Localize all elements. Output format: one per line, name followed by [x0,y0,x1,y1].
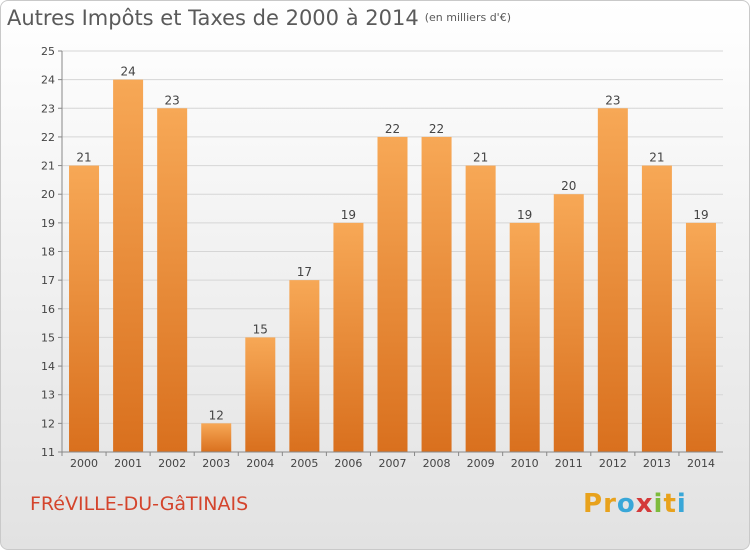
x-tick-label-2007: 2007 [379,457,407,470]
chart-unit: (en milliers d'€) [424,11,511,24]
bar-2002 [157,108,188,453]
x-tick-label-2003: 2003 [202,457,230,470]
y-tick-label: 11 [41,446,55,459]
bar-2013 [641,165,672,453]
x-tick-label-2013: 2013 [643,457,671,470]
y-tick-label: 24 [41,74,55,87]
y-tick-label: 16 [41,303,55,316]
bar-layer [69,79,716,453]
y-tick-label: 20 [41,188,55,201]
value-label-2000: 21 [76,151,91,165]
logo-letter: x [635,489,654,519]
bar-2014 [685,222,716,452]
axis-layer: 11 12 13 14 15 16 17 18 19 20 21 22 23 24 25 2000 2001 20… [41,45,723,470]
bar-2004 [245,337,276,452]
x-tick-label-2014: 2014 [687,457,715,470]
y-tick-label: 21 [41,160,55,173]
x-tick-label-2000: 2000 [70,457,98,470]
value-label-2008: 22 [429,122,444,136]
chart-title: Autres Impôts et Taxes de 2000 à 2014 (en… [7,6,511,30]
y-tick-label: 17 [41,274,55,287]
x-tick-label-2010: 2010 [511,457,539,470]
bar-2006 [333,222,364,452]
x-tick-label-2006: 2006 [334,457,362,470]
value-label-2003: 12 [209,408,224,422]
chart-title-text: Autres Impôts et Taxes de 2000 à 2014 [7,6,419,30]
town-name: FRéVILLE-DU-GâTINAIS [30,493,249,515]
value-label-2011: 20 [561,179,576,193]
bar-2001 [113,79,144,453]
bar-2010 [509,222,540,452]
label-layer: 21 24 23 12 15 17 19 22 22 21 19 20 23 21 19 [76,65,708,423]
x-tick-label-2012: 2012 [599,457,627,470]
bar-2011 [553,194,584,452]
y-tick-label: 12 [41,417,55,430]
value-label-2007: 22 [385,122,400,136]
value-label-2009: 21 [473,151,488,165]
logo-letter: r [603,489,617,519]
logo-letter: i [653,489,664,519]
x-tick-label-2011: 2011 [555,457,583,470]
bar-2012 [597,108,628,453]
bar-2003 [201,423,232,452]
value-label-2002: 23 [165,93,180,107]
bar-2000 [69,165,100,453]
proxiti-logo: Proxiti [583,489,687,519]
logo-letter: i [676,489,687,519]
x-tick-label-2001: 2001 [114,457,142,470]
y-tick-label: 13 [41,389,55,402]
y-tick-label: 18 [41,246,55,259]
bar-2008 [421,136,452,452]
logo-letter: t [663,489,677,519]
y-tick-label: 25 [41,45,55,58]
value-label-2012: 23 [605,93,620,107]
x-tick-label-2004: 2004 [246,457,274,470]
bar-2009 [465,165,496,453]
value-label-2014: 19 [693,208,708,222]
value-label-2006: 19 [341,208,356,222]
y-tick-label: 15 [41,331,55,344]
x-tick-label-2008: 2008 [423,457,451,470]
x-tick-label-2009: 2009 [467,457,495,470]
value-label-2004: 15 [253,322,268,336]
x-tick-label-2005: 2005 [290,457,318,470]
y-tick-label: 19 [41,217,55,230]
y-tick-label: 23 [41,102,55,115]
y-tick-label: 14 [41,360,55,373]
value-label-2013: 21 [649,151,664,165]
y-tick-label: 22 [41,131,55,144]
value-label-2001: 24 [120,65,135,79]
x-tick-label-2002: 2002 [158,457,186,470]
value-label-2010: 19 [517,208,532,222]
value-label-2005: 17 [297,265,312,279]
logo-letter: P [583,489,604,519]
bar-2005 [289,280,320,452]
logo-letter: o [616,489,636,519]
bar-2007 [377,136,408,452]
